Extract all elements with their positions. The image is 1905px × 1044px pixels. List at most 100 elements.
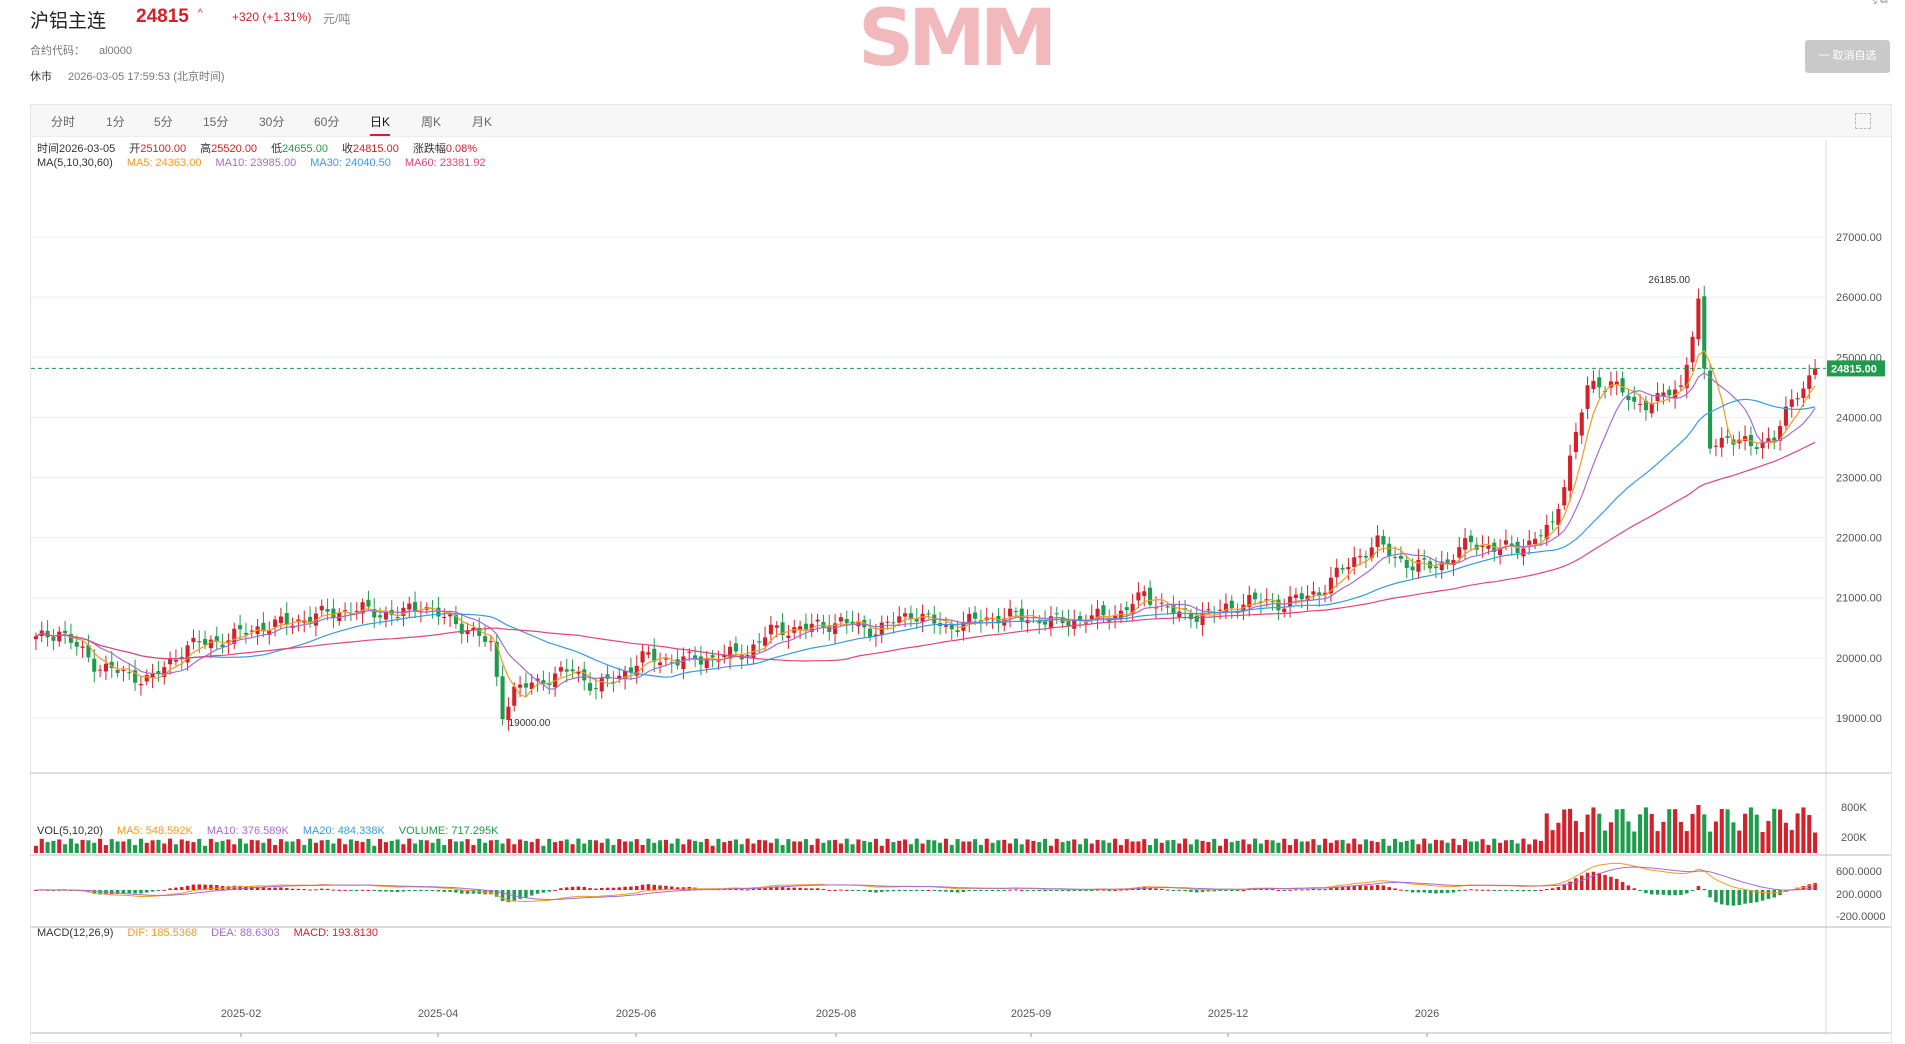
macd-histogram-bar bbox=[1644, 890, 1648, 894]
volume-bar bbox=[1428, 843, 1433, 853]
volume-bar bbox=[395, 839, 400, 853]
macd-histogram-bar bbox=[1148, 887, 1152, 890]
macd-histogram-bar bbox=[1416, 890, 1421, 893]
tab-1min[interactable]: 1分 bbox=[106, 115, 125, 129]
macd-histogram-bar bbox=[232, 885, 236, 890]
macd-histogram-bar bbox=[1381, 885, 1386, 890]
candle-body bbox=[1457, 547, 1462, 558]
tab-fenshi[interactable]: 分时 bbox=[51, 115, 76, 129]
candle-body bbox=[1317, 592, 1322, 597]
volume-bar bbox=[1562, 809, 1567, 853]
macd-histogram-bar bbox=[1370, 885, 1374, 890]
volume-bar bbox=[599, 842, 604, 853]
macd-histogram-bar bbox=[1090, 890, 1094, 891]
ohlc-info: 时间2026-03-05 开25100.00 高25520.00 低24655.00 收… bbox=[37, 140, 491, 156]
candle-body bbox=[558, 667, 563, 672]
macd-histogram-bar bbox=[1008, 889, 1012, 891]
tab-daily[interactable]: 日K bbox=[370, 113, 391, 136]
volume-bar bbox=[1083, 838, 1088, 853]
candle-body bbox=[512, 686, 517, 706]
candle-body bbox=[214, 636, 219, 642]
candle-body bbox=[383, 611, 388, 620]
candle-body bbox=[1078, 615, 1083, 620]
volume-bar bbox=[652, 842, 657, 853]
macd-histogram-bar bbox=[1632, 888, 1636, 890]
volume-bar bbox=[547, 838, 552, 853]
macd-histogram-bar bbox=[1545, 888, 1549, 890]
volume-bar bbox=[372, 845, 377, 853]
volume-bar bbox=[640, 844, 645, 853]
volume-bar bbox=[197, 838, 202, 853]
macd-histogram-bar bbox=[1504, 890, 1508, 891]
candle-body bbox=[1323, 592, 1328, 596]
macd-histogram-bar bbox=[1335, 886, 1339, 890]
volume-bar bbox=[856, 839, 861, 853]
info-high: 25520.00 bbox=[211, 143, 258, 155]
volume-bar bbox=[331, 843, 336, 853]
x-tick-label: 2025-02 bbox=[221, 1008, 261, 1020]
macd-histogram-bar bbox=[874, 890, 878, 893]
volume-bar bbox=[1130, 841, 1135, 853]
volume-bar bbox=[1048, 845, 1053, 853]
candle-body bbox=[325, 609, 330, 612]
macd-histogram-bar bbox=[401, 890, 406, 892]
volume-bar bbox=[774, 838, 779, 853]
info-close: 24815.00 bbox=[352, 143, 399, 155]
volume-bar bbox=[389, 840, 394, 853]
volume-bar bbox=[278, 839, 283, 853]
tab-monthly[interactable]: 月K bbox=[472, 115, 493, 129]
window-controls-icon[interactable]: ⤡ ⧉ bbox=[1868, 0, 1888, 6]
vol-ma10: MA10: 376.589K bbox=[206, 825, 289, 837]
volume-bar bbox=[582, 843, 587, 853]
candle-body bbox=[191, 637, 196, 643]
macd-histogram-bar bbox=[985, 890, 989, 891]
volume-bar bbox=[308, 838, 313, 853]
kline-chart-svg[interactable]: 19000.00 20000.00 21000.00 22000.00 23000.00… bbox=[31, 105, 1891, 1042]
price-tick-label: 27000.00 bbox=[1836, 232, 1882, 244]
volume-bar bbox=[932, 840, 937, 853]
volume-bar bbox=[86, 840, 91, 853]
ma5-value: MA5: 24363.00 bbox=[126, 157, 202, 169]
candle-body bbox=[1445, 559, 1450, 563]
candle-body bbox=[1013, 611, 1018, 613]
macd-histogram-bar bbox=[1200, 890, 1205, 893]
candle-body bbox=[926, 613, 931, 615]
macd-histogram-bar bbox=[1160, 888, 1164, 890]
tab-5min[interactable]: 5分 bbox=[154, 115, 173, 129]
volume-bar bbox=[1556, 822, 1561, 853]
candle-body bbox=[698, 656, 703, 665]
macd-histogram-bar bbox=[162, 889, 166, 891]
volume-bar bbox=[1159, 842, 1164, 853]
volume-bar bbox=[1731, 822, 1736, 853]
fullscreen-icon[interactable] bbox=[1855, 113, 1871, 129]
tab-15min[interactable]: 15分 bbox=[203, 115, 229, 129]
candle-body bbox=[1754, 447, 1759, 449]
remove-favorite-button[interactable]: 一 取消自选 bbox=[1805, 40, 1890, 73]
macd-dif-line bbox=[35, 862, 1816, 903]
macd-histogram-bar bbox=[1276, 889, 1281, 891]
candle-body bbox=[278, 616, 283, 624]
macd-histogram-bar bbox=[1399, 889, 1403, 891]
macd-histogram-bar bbox=[1620, 882, 1625, 890]
macd-histogram-bar bbox=[804, 888, 808, 890]
macd-histogram-bar bbox=[1492, 890, 1496, 891]
candle-body bbox=[1393, 556, 1398, 558]
candle-body bbox=[92, 658, 97, 672]
tab-weekly[interactable]: 周K bbox=[421, 115, 442, 129]
volume-bar bbox=[961, 841, 966, 853]
tab-30min[interactable]: 30分 bbox=[259, 115, 285, 129]
volume-bar bbox=[302, 845, 307, 853]
volume-bar bbox=[424, 840, 429, 853]
volume-bar bbox=[1305, 841, 1310, 853]
candle-body bbox=[1054, 613, 1059, 615]
info-chg: 0.08% bbox=[445, 143, 478, 155]
tab-60min[interactable]: 60分 bbox=[314, 115, 340, 129]
macd-histogram-bar bbox=[1469, 889, 1473, 891]
macd-histogram-bar bbox=[1195, 890, 1199, 893]
candle-body bbox=[1684, 364, 1689, 389]
macd-histogram-bar bbox=[413, 890, 417, 891]
macd-histogram-bar bbox=[1206, 890, 1211, 892]
candle-body bbox=[967, 613, 972, 624]
volume-bar bbox=[203, 845, 208, 853]
volume-bar bbox=[792, 841, 797, 853]
